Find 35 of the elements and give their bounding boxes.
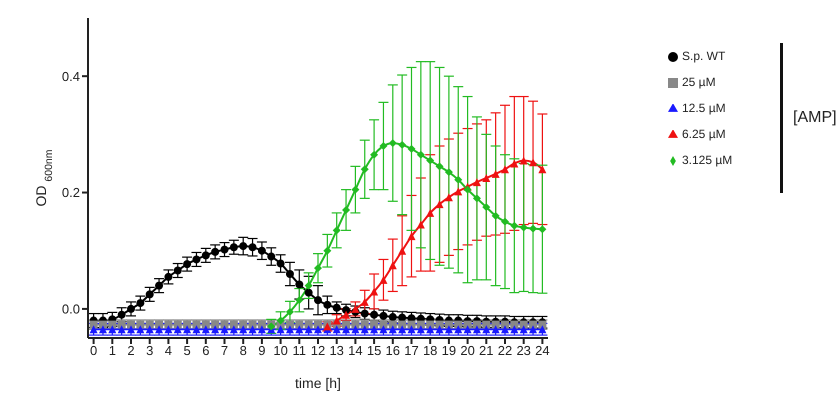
x-axis-title: time [h] (295, 375, 341, 391)
x-tick-label: 12 (310, 343, 326, 358)
x-tick-label: 1 (108, 343, 116, 358)
x-tick-label: 20 (460, 343, 475, 358)
legend-label: 6.25 µM (682, 127, 726, 141)
text: [AMP] (793, 109, 837, 127)
x-tick-label: 9 (258, 343, 266, 358)
x-tick-label: 5 (183, 343, 191, 358)
x-tick-label: 14 (348, 343, 363, 358)
x-tick-label: 2 (127, 343, 135, 358)
legend-label: S.p. WT (682, 49, 726, 63)
y-tick-label: 0.0 (62, 302, 80, 317)
x-tick-label: 16 (386, 343, 400, 358)
legend-label: 12.5 µM (682, 101, 726, 115)
legend-label: 3.125 µM (682, 153, 732, 167)
x-tick-label: 3 (146, 343, 154, 358)
x-tick-label: 17 (404, 343, 419, 358)
legend-label: 25 µM (682, 75, 716, 89)
x-tick-label: 18 (422, 343, 438, 358)
x-tick-label: 8 (240, 343, 247, 358)
x-tick-label: 21 (479, 343, 494, 358)
x-tick-label: 6 (202, 343, 210, 358)
y-tick-label: 0.4 (62, 68, 80, 84)
x-tick-label: 13 (329, 343, 344, 358)
x-tick-label: 10 (273, 343, 288, 358)
x-tick-label: 0 (90, 343, 98, 358)
x-tick-label: 22 (498, 343, 512, 358)
x-tick-label: 11 (292, 343, 306, 358)
x-tick-label: 4 (164, 343, 172, 358)
x-tick-label: 15 (366, 343, 382, 358)
x-tick-label: 23 (516, 343, 531, 358)
x-tick-label: 19 (442, 343, 456, 358)
x-tick-label: 24 (535, 343, 550, 358)
y-tick-label: 0.2 (62, 185, 80, 200)
x-tick-label: 7 (220, 343, 228, 358)
